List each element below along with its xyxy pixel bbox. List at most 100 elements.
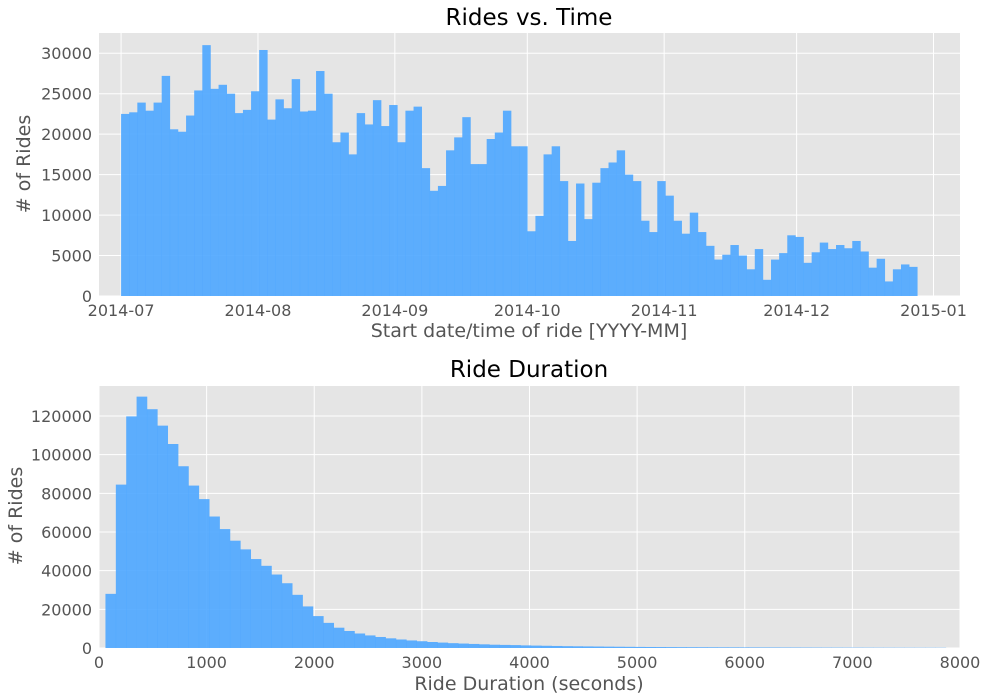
- histogram-bar: [706, 245, 715, 296]
- x-tick-label: 7000: [832, 653, 873, 672]
- histogram-bar: [406, 640, 418, 648]
- histogram-bar: [787, 235, 796, 296]
- histogram-bar: [582, 646, 594, 648]
- histogram-bar: [312, 616, 324, 648]
- histogram-bar: [811, 252, 821, 296]
- histogram-bar: [844, 248, 853, 296]
- histogram-bar: [271, 574, 283, 648]
- histogram-bar: [299, 111, 309, 296]
- histogram-bar: [291, 79, 301, 296]
- histogram-bar: [489, 644, 501, 648]
- x-tick-label: 6000: [724, 653, 765, 672]
- histogram-bar: [364, 635, 376, 648]
- histogram-bar: [259, 49, 268, 296]
- histogram-bar: [714, 259, 723, 296]
- y-axis-label: # of Rides: [5, 467, 27, 565]
- histogram-bar: [157, 425, 169, 648]
- y-tick-labels: 0 5000 10000 15000 20000 25000 30000: [41, 44, 92, 306]
- histogram-bar: [375, 636, 386, 648]
- x-tick-label: 2015-01: [900, 301, 967, 320]
- histogram-bar: [446, 150, 455, 296]
- histogram-bar: [169, 129, 179, 296]
- histogram-bar: [316, 71, 325, 296]
- histogram-bar: [333, 627, 345, 648]
- histogram-bar: [242, 109, 252, 296]
- histogram-bars: [121, 45, 918, 297]
- histogram-bar: [852, 240, 861, 296]
- histogram-bar: [340, 132, 349, 296]
- histogram-bar: [447, 643, 459, 648]
- y-tick-label: 20000: [41, 600, 92, 619]
- histogram-bar: [746, 269, 756, 296]
- histogram-bar: [405, 110, 414, 296]
- histogram-bar: [161, 75, 171, 297]
- histogram-bar: [395, 639, 407, 648]
- histogram-bar: [738, 647, 750, 648]
- histogram-bar: [121, 113, 130, 296]
- histogram-bar: [519, 146, 528, 296]
- histogram-bar: [454, 137, 463, 296]
- x-tick-labels: 0 1000 2000 3000 4000 5000 6000 7000 8000: [94, 653, 980, 672]
- y-tick-label: 25000: [41, 85, 92, 104]
- histogram-bar: [613, 646, 625, 648]
- histogram-bar: [795, 236, 804, 296]
- histogram-bar: [520, 645, 532, 648]
- histogram-bar: [385, 638, 397, 648]
- histogram-bar: [860, 251, 869, 296]
- histogram-bar: [344, 630, 355, 648]
- x-tick-label: 2014-07: [88, 301, 155, 320]
- histogram-bar: [240, 549, 252, 648]
- histogram-bar: [641, 220, 650, 296]
- chart-ride-duration: 0 1000 2000 3000 4000 5000 6000 7000 8000 0 20000…: [5, 357, 980, 695]
- y-tick-label: 40000: [41, 562, 92, 581]
- histogram-bar: [624, 174, 634, 296]
- histogram-bar: [511, 146, 520, 296]
- y-tick-labels: 0 20000 40000 60000 80000 100000 120000: [31, 407, 92, 658]
- histogram-bar: [502, 110, 512, 296]
- x-axis-label: Ride Duration (seconds): [414, 673, 643, 695]
- histogram-bar: [478, 164, 487, 296]
- histogram-bar: [229, 540, 241, 648]
- histogram-bar: [600, 168, 609, 296]
- histogram-bar: [202, 45, 211, 297]
- histogram-bar: [137, 102, 146, 297]
- histogram-bar: [543, 154, 552, 296]
- histogram-bar: [478, 644, 490, 648]
- histogram-bar: [697, 232, 707, 296]
- histogram-bar: [281, 583, 293, 648]
- histogram-bar: [499, 644, 511, 648]
- histogram-bar: [779, 253, 788, 296]
- y-axis-label: # of Rides: [13, 115, 35, 213]
- histogram-bar: [876, 258, 886, 296]
- histogram-bar: [177, 131, 187, 296]
- histogram-bar: [145, 110, 154, 296]
- histogram-bar: [892, 269, 902, 296]
- histogram-bar: [665, 195, 674, 296]
- histogram-bar: [186, 115, 195, 297]
- histogram-bar: [567, 240, 577, 296]
- x-tick-label: 3000: [402, 653, 443, 672]
- chart-title: Ride Duration: [450, 357, 608, 383]
- histogram-bar: [624, 646, 635, 648]
- x-tick-label: 4000: [509, 653, 550, 672]
- histogram-bar: [354, 633, 366, 648]
- histogram-bar: [348, 154, 357, 296]
- y-tick-label: 10000: [41, 206, 92, 225]
- histogram-bar: [389, 105, 398, 296]
- histogram-bar: [470, 164, 479, 296]
- histogram-bar: [541, 645, 552, 648]
- histogram-bar: [397, 142, 406, 296]
- histogram-bar: [178, 466, 189, 648]
- y-tick-label: 60000: [41, 523, 92, 542]
- histogram-bar: [696, 647, 708, 648]
- histogram-bar: [603, 646, 615, 648]
- y-tick-label: 0: [82, 287, 92, 306]
- histogram-bar: [494, 132, 504, 296]
- histogram-bar: [267, 119, 276, 296]
- histogram-bar: [632, 181, 642, 296]
- histogram-bar: [302, 606, 314, 648]
- y-tick-label: 80000: [41, 484, 92, 503]
- histogram-bar: [909, 266, 918, 296]
- histogram-bar: [429, 190, 439, 296]
